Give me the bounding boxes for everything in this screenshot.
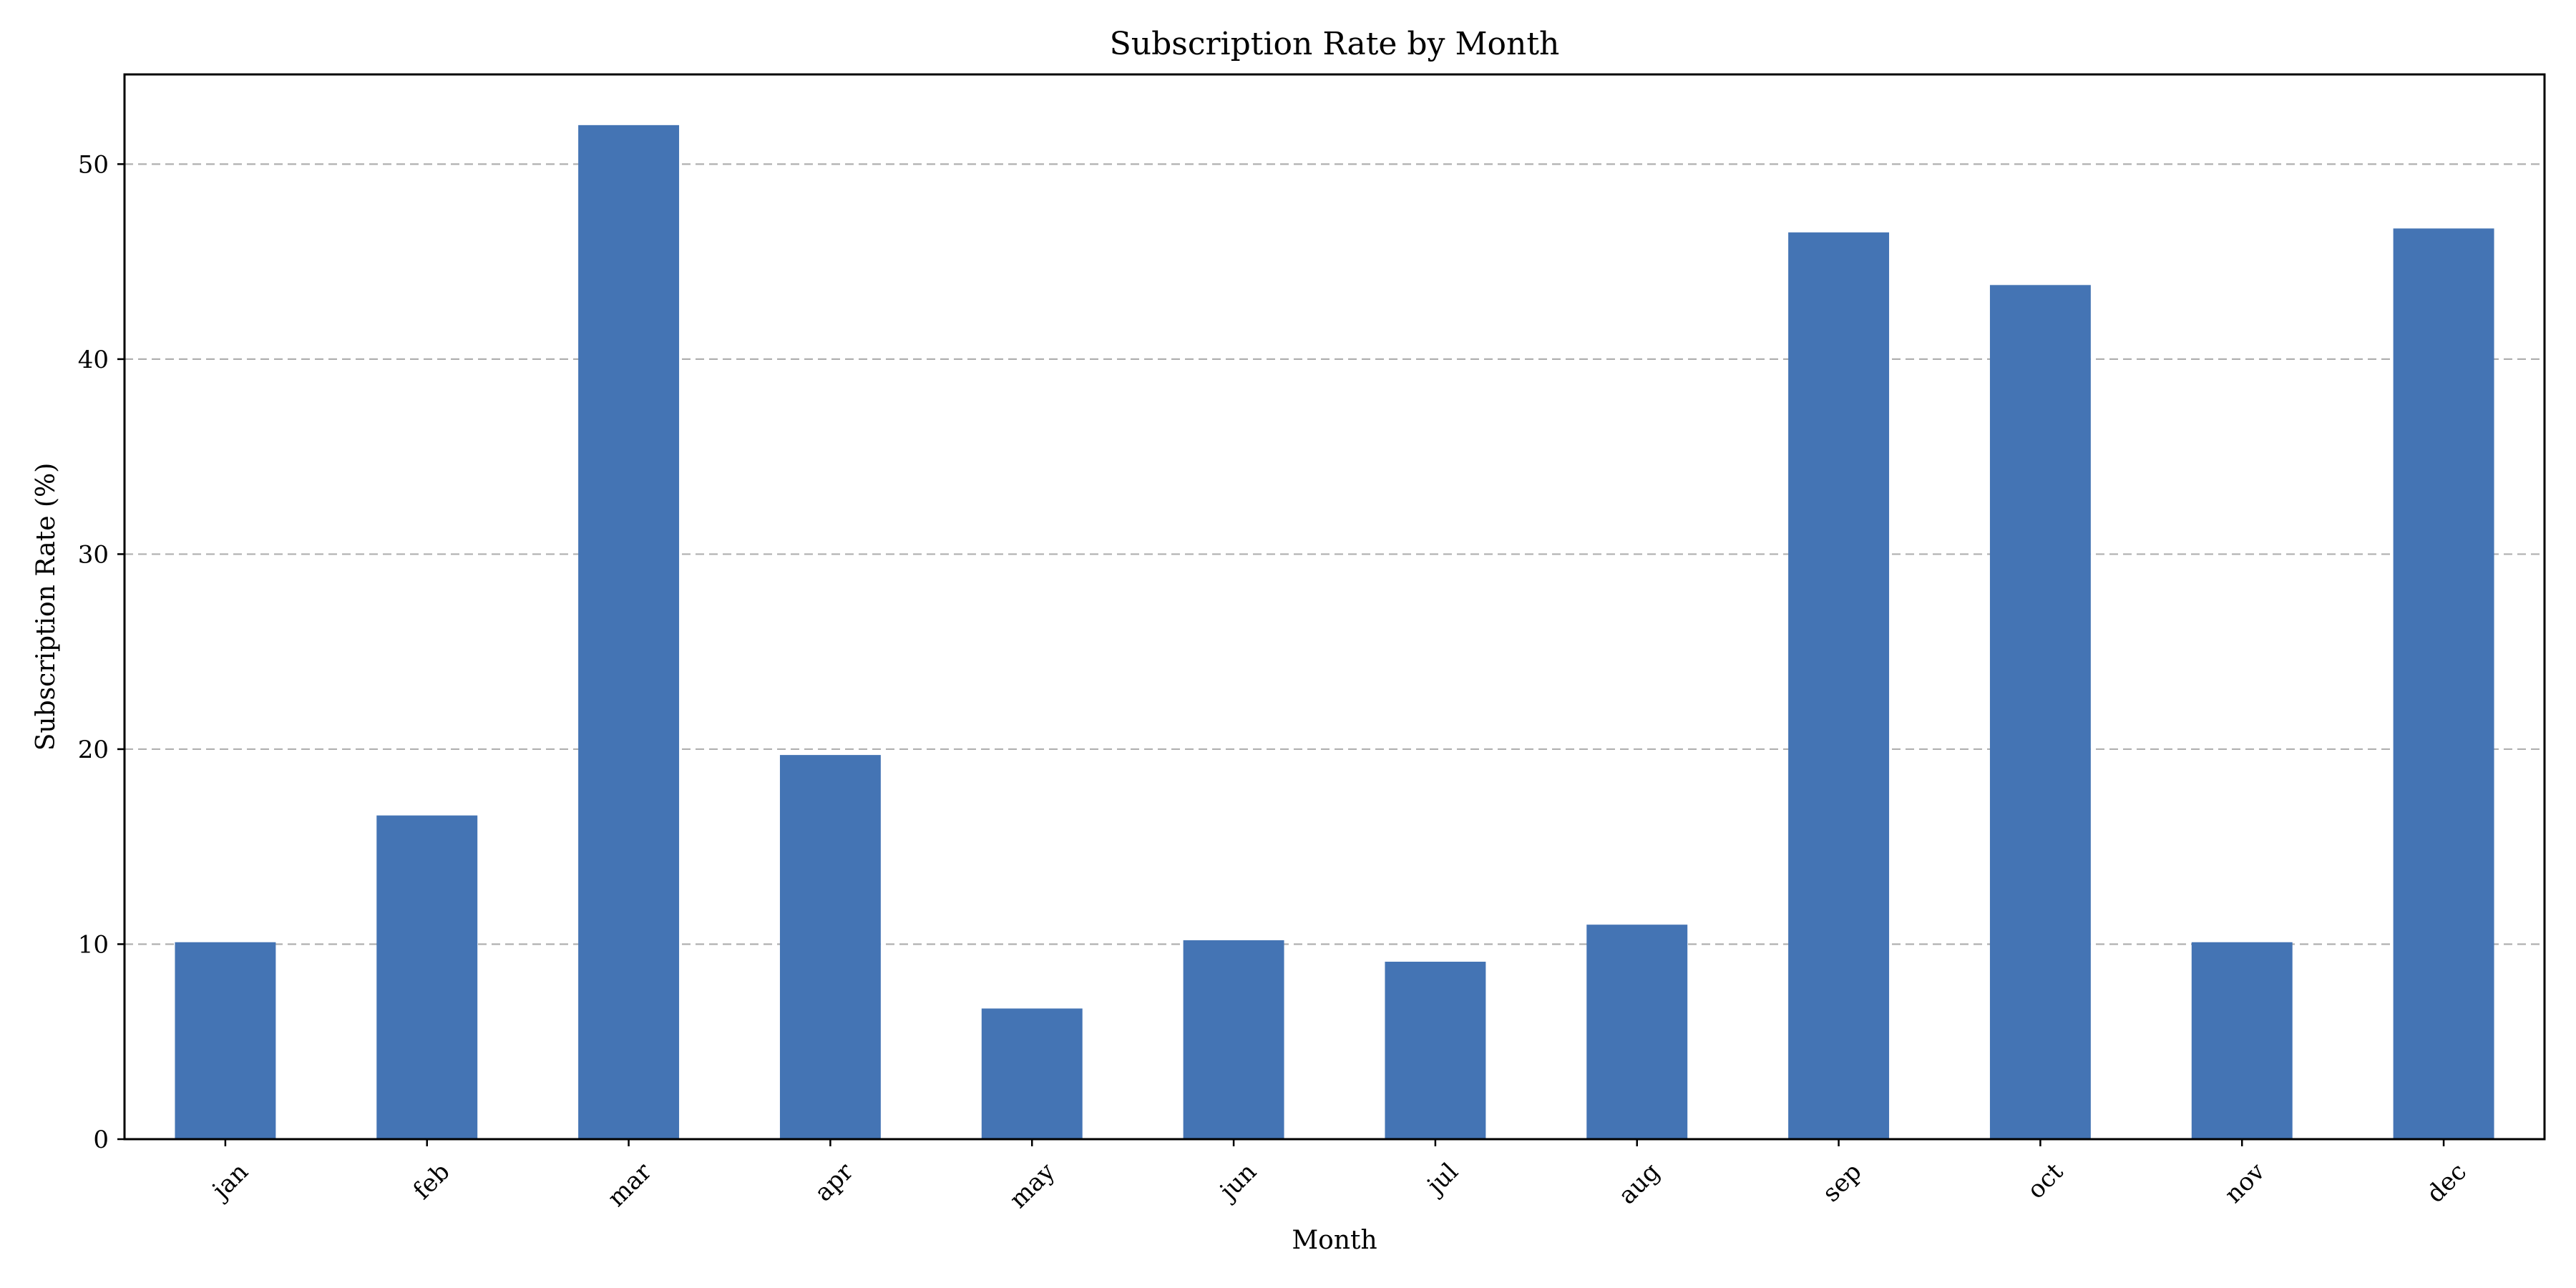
bar-mar: [578, 125, 680, 1139]
plot-frame: [123, 73, 2546, 1141]
gridlines: [125, 163, 2545, 945]
bar-feb: [376, 815, 478, 1139]
x-tick-label: jun: [1212, 1158, 1262, 1208]
y-axis-label: Subscription Rate (%): [31, 463, 61, 751]
bar-nov: [2191, 942, 2293, 1139]
bar-jun: [1183, 940, 1284, 1139]
x-tick-label: may: [1004, 1157, 1061, 1214]
x-tick-label: apr: [809, 1157, 859, 1207]
x-tick-label: mar: [602, 1157, 658, 1212]
y-tick-label: 0: [93, 1126, 109, 1154]
x-tick-label: nov: [2219, 1157, 2270, 1209]
x-tick-label: jan: [205, 1158, 253, 1206]
x-tick-label: aug: [1613, 1158, 1665, 1210]
y-tick-label: 40: [78, 346, 109, 374]
bar-aug: [1586, 924, 1688, 1139]
x-axis-label: Month: [1292, 1226, 1377, 1255]
x-tick-label: sep: [1817, 1158, 1867, 1208]
bar-jan: [175, 942, 276, 1139]
x-tick-label: oct: [2021, 1157, 2069, 1204]
bars: [175, 125, 2494, 1140]
x-tick-label: dec: [2421, 1158, 2472, 1209]
chart-title: Subscription Rate by Month: [1110, 26, 1560, 62]
bar-sep: [1788, 232, 1890, 1139]
y-tick-label: 20: [78, 736, 109, 764]
bar-dec: [2393, 228, 2494, 1140]
bar-may: [981, 1008, 1083, 1139]
x-tick-label: jul: [1420, 1158, 1464, 1202]
x-tick-label: feb: [408, 1158, 456, 1206]
bar-jul: [1385, 962, 1486, 1139]
bar-oct: [1989, 285, 2091, 1139]
y-tick-label: 10: [78, 930, 109, 959]
y-tick-label: 30: [78, 540, 109, 569]
y-tick-label: 50: [78, 150, 109, 179]
bar-apr: [779, 755, 881, 1139]
